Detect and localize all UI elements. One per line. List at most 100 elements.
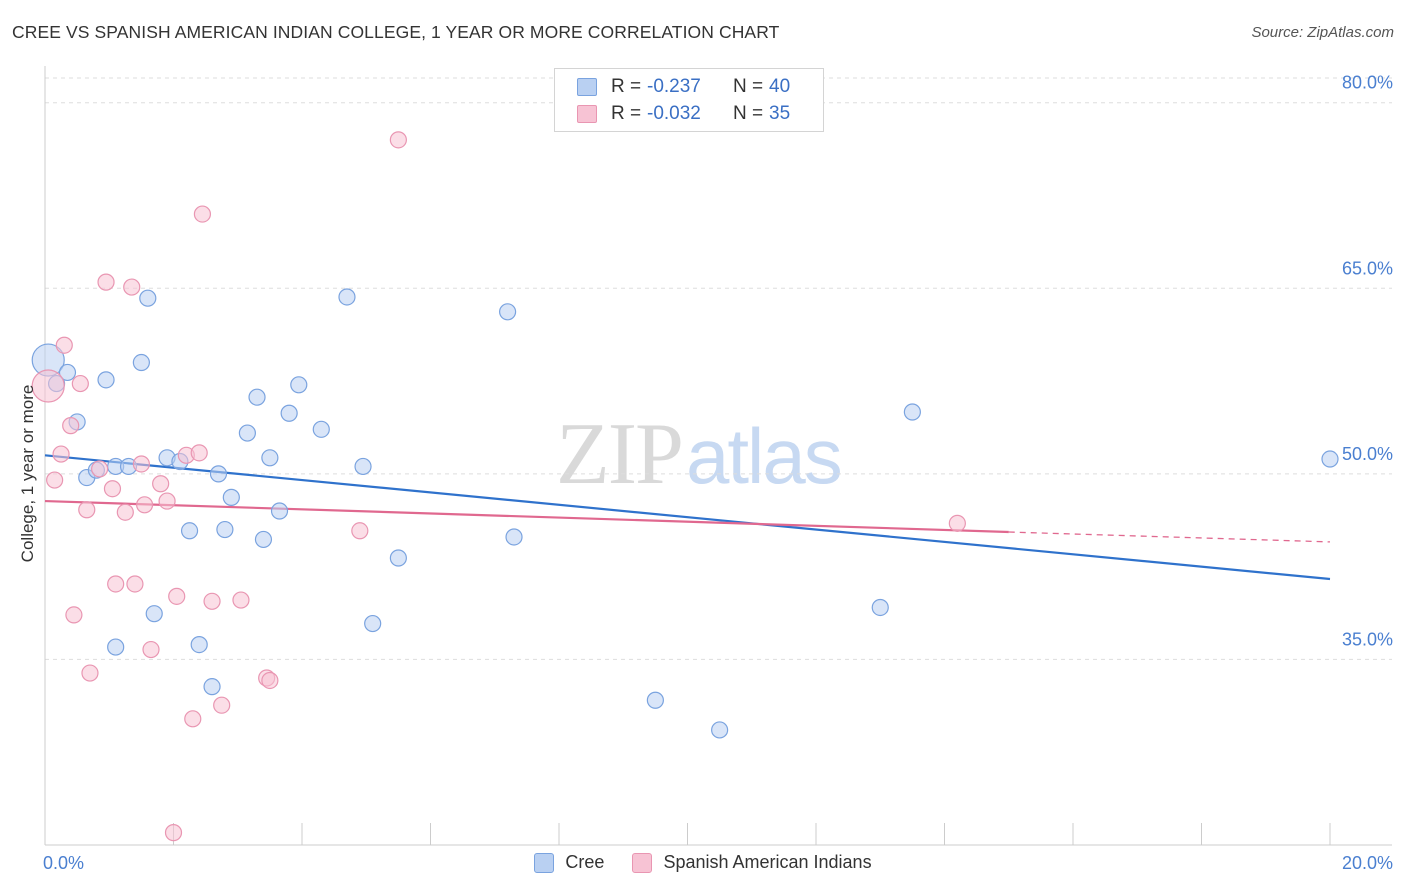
sai-legend-swatch <box>632 852 653 873</box>
sai-point <box>46 471 64 489</box>
cree-point <box>312 420 330 438</box>
sai-point <box>31 369 65 403</box>
n-label: N = <box>733 103 764 124</box>
cree-point <box>389 549 407 567</box>
cree-trend-line <box>44 454 1331 581</box>
cree-point <box>216 520 234 539</box>
sai-point <box>158 492 176 510</box>
sai-point <box>168 587 186 605</box>
tick-labels: 35.0% 50.0% 65.0% 80.0% 0.0% 20.0% College, 1 … <box>18 73 1393 873</box>
cree-point <box>261 449 279 467</box>
sai-point <box>389 131 407 149</box>
cree-point <box>1321 450 1339 468</box>
sai-point <box>126 575 144 593</box>
legend-row-spanish-american-indians: R = -0.032 N = 35 <box>577 102 790 126</box>
sai-point <box>103 480 122 498</box>
trend-lines <box>44 454 1331 581</box>
n-value: 35 <box>769 103 791 124</box>
r-value: -0.032 <box>647 103 701 124</box>
cree-legend-swatch <box>534 852 555 873</box>
sai-point <box>116 503 134 521</box>
cree-point <box>180 522 199 540</box>
x-tick-label-min: 0.0% <box>43 853 84 873</box>
legend-label-spanish-american-indians: Spanish American Indians <box>663 852 872 872</box>
r-label: R = <box>611 76 642 97</box>
cree-point <box>58 363 77 382</box>
sai-point <box>261 671 279 690</box>
y-axis-title: College, 1 year or more <box>18 385 37 563</box>
cree-point <box>903 403 921 421</box>
cree-point <box>203 678 221 696</box>
r-label: R = <box>611 103 642 124</box>
sai-trend-line <box>44 499 1009 534</box>
cree-point <box>711 721 729 739</box>
cree-point <box>646 691 664 709</box>
r-value: -0.237 <box>647 76 701 97</box>
cree-point <box>190 635 208 654</box>
series-legend: Cree Spanish American Indians <box>0 852 1406 873</box>
chart-title: CREE VS SPANISH AMERICAN INDIAN COLLEGE,… <box>12 22 780 42</box>
sai-point <box>948 514 966 532</box>
sai-point <box>132 455 150 473</box>
cree-point <box>139 289 157 307</box>
cree-point <box>145 605 163 623</box>
sai-point <box>65 606 83 624</box>
y-tick-label: 35.0% <box>1342 629 1393 649</box>
sai-point <box>135 496 154 514</box>
sai-point <box>142 640 160 659</box>
sai-point <box>164 824 183 842</box>
spanish-american-indians-points <box>31 131 966 842</box>
source-label: Source: ZipAtlas.com <box>1251 24 1394 41</box>
sai-point <box>190 444 208 462</box>
legend-label-cree: Cree <box>565 852 605 872</box>
sai-point <box>351 522 369 540</box>
y-tick-label: 65.0% <box>1342 258 1393 278</box>
cree-point <box>97 371 115 389</box>
cree-point <box>338 288 356 306</box>
sai-point <box>97 273 115 291</box>
y-tick-label: 80.0% <box>1342 73 1393 93</box>
sai-point <box>193 205 212 223</box>
cree-point <box>209 465 228 483</box>
correlation-legend: R = -0.237 N = 40 R = -0.032 N = 35 <box>554 68 824 132</box>
watermark: ZIPatlas <box>556 404 843 505</box>
y-tick-label: 50.0% <box>1342 444 1393 464</box>
cree-point <box>354 457 372 476</box>
cree-point <box>364 614 382 633</box>
sai-point <box>152 475 170 493</box>
sai-point <box>91 460 109 478</box>
cree-point <box>238 424 256 442</box>
cree-point <box>505 528 523 546</box>
cree-point <box>871 598 889 617</box>
legend-item-spanish-american-indians: Spanish American Indians <box>632 852 872 873</box>
sai-point <box>81 664 99 682</box>
sai-swatch <box>577 105 597 123</box>
watermark-zip: ZIP <box>556 406 684 503</box>
n-label: N = <box>733 76 764 97</box>
sai-point <box>184 710 202 728</box>
legend-row-cree: R = -0.237 N = 40 <box>577 75 790 99</box>
n-value: 40 <box>769 76 791 97</box>
cree-point <box>248 388 266 406</box>
sai-point <box>62 417 80 435</box>
cree-point <box>270 502 289 520</box>
legend-item-cree: Cree <box>534 852 604 873</box>
sai-point <box>52 445 70 463</box>
watermark-atlas: atlas <box>686 412 843 500</box>
data-points <box>31 131 1339 842</box>
sai-point <box>123 278 141 296</box>
cree-point <box>107 638 125 656</box>
cree-point <box>499 303 517 321</box>
sai-point <box>71 374 89 393</box>
cree-point <box>280 404 298 422</box>
x-tick-label-max: 20.0% <box>1342 853 1393 873</box>
sai-point <box>78 501 96 519</box>
sai-point <box>107 575 125 593</box>
cree-point <box>254 530 273 549</box>
cree-point <box>290 376 308 394</box>
cree-point <box>132 353 150 372</box>
cree-swatch <box>577 78 597 96</box>
sai-point <box>213 696 231 714</box>
sai-point <box>203 592 221 610</box>
